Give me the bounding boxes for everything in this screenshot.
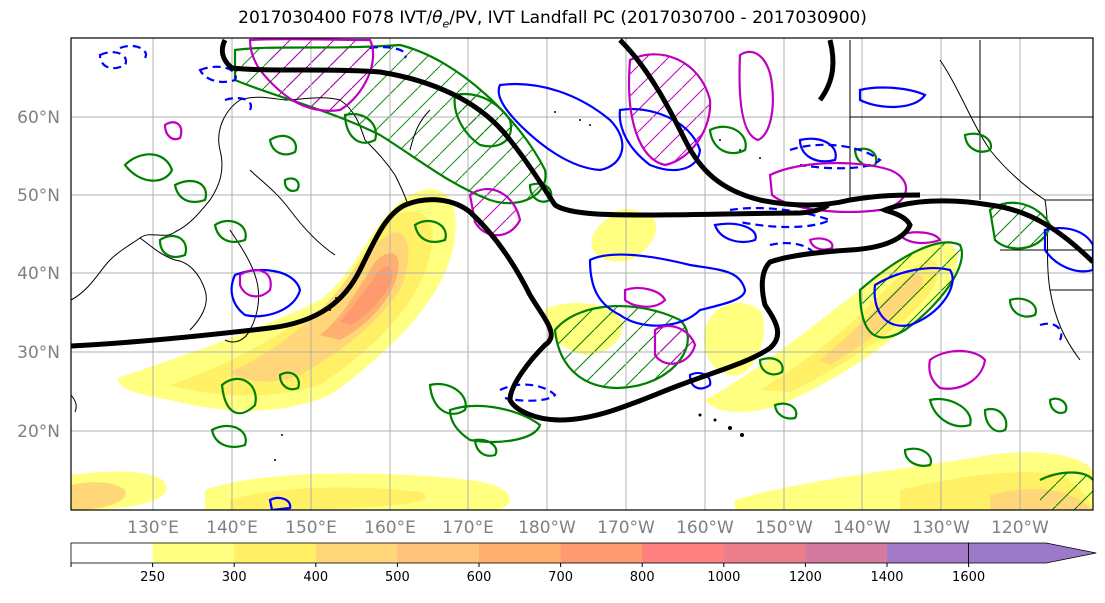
lat-label: 60°N [17,108,60,128]
lon-label: 130°W [912,518,970,538]
lon-label: 170°W [597,518,655,538]
colorbar-segment [152,543,235,563]
colorbar-tick-label: 700 [548,570,573,585]
colorbar-tick-label: 800 [630,570,655,585]
lon-label: 180°W [518,518,576,538]
longitude-labels: 130°E 140°E 150°E 160°E 170°E 180°W 170°… [127,518,1049,538]
blue-contours [230,83,1093,510]
title-suffix: /PV, IVT Landfall PC (2017030700 - 20170… [449,8,867,28]
lon-label: 130°E [127,518,179,538]
colorbar-tick-label: 250 [140,570,165,585]
lat-label: 20°N [17,422,60,442]
colorbar-segment [642,543,725,563]
colorbar-tick-label: 1200 [789,570,822,585]
lon-label: 140°W [833,518,891,538]
colorbar-segment [234,543,317,563]
title-theta-subscript: e [442,17,450,31]
lon-label: 140°E [206,518,258,538]
lon-label: 160°E [364,518,416,538]
lat-label: 40°N [17,264,60,284]
lat-label: 30°N [17,343,60,363]
colorbar-tick-label: 600 [467,570,492,585]
map-title: 2017030400 F078 IVT/θe/PV, IVT Landfall … [0,8,1105,30]
colorbar-segment [723,543,806,563]
magenta-contours [163,38,987,390]
theta-e-contours [71,38,1093,423]
colorbar-segment [479,543,562,563]
lon-label: 150°E [285,518,337,538]
lon-label: 170°E [442,518,494,538]
colorbar-segment [560,543,643,563]
lon-label: 120°W [991,518,1049,538]
colorbar-tick-label: 500 [385,570,410,585]
blue-dashed-contours [98,44,1063,402]
colorbar-tick-label: 300 [222,570,247,585]
colorbar-segment [397,543,480,563]
lon-label: 160°W [676,518,734,538]
lat-label: 50°N [17,186,60,206]
map-frame [70,37,1094,511]
colorbar-segment [315,543,398,563]
latitude-labels: 60°N 50°N 40°N 30°N 20°N [17,108,60,442]
colorbar-segment [887,543,970,563]
islands [274,111,761,461]
colorbar-tick-label: 1600 [952,570,985,585]
colorbar-tick-label: 400 [303,570,328,585]
colorbar-tick-label: 1000 [707,570,740,585]
colorbar-tick-label: 1400 [870,570,903,585]
title-theta: θ [432,8,443,28]
green-contours [123,43,1093,481]
colorbar-outline [70,542,969,564]
title-prefix: 2017030400 F078 IVT/ [238,8,433,28]
colorbar-segment [71,543,154,563]
colorbar-extend-arrow [968,542,1097,564]
colorbar-segment [805,543,888,563]
lon-label: 150°W [755,518,813,538]
colorbar: 250 300 400 500 600 700 800 1000 1200 1400 1600 [70,542,1097,585]
